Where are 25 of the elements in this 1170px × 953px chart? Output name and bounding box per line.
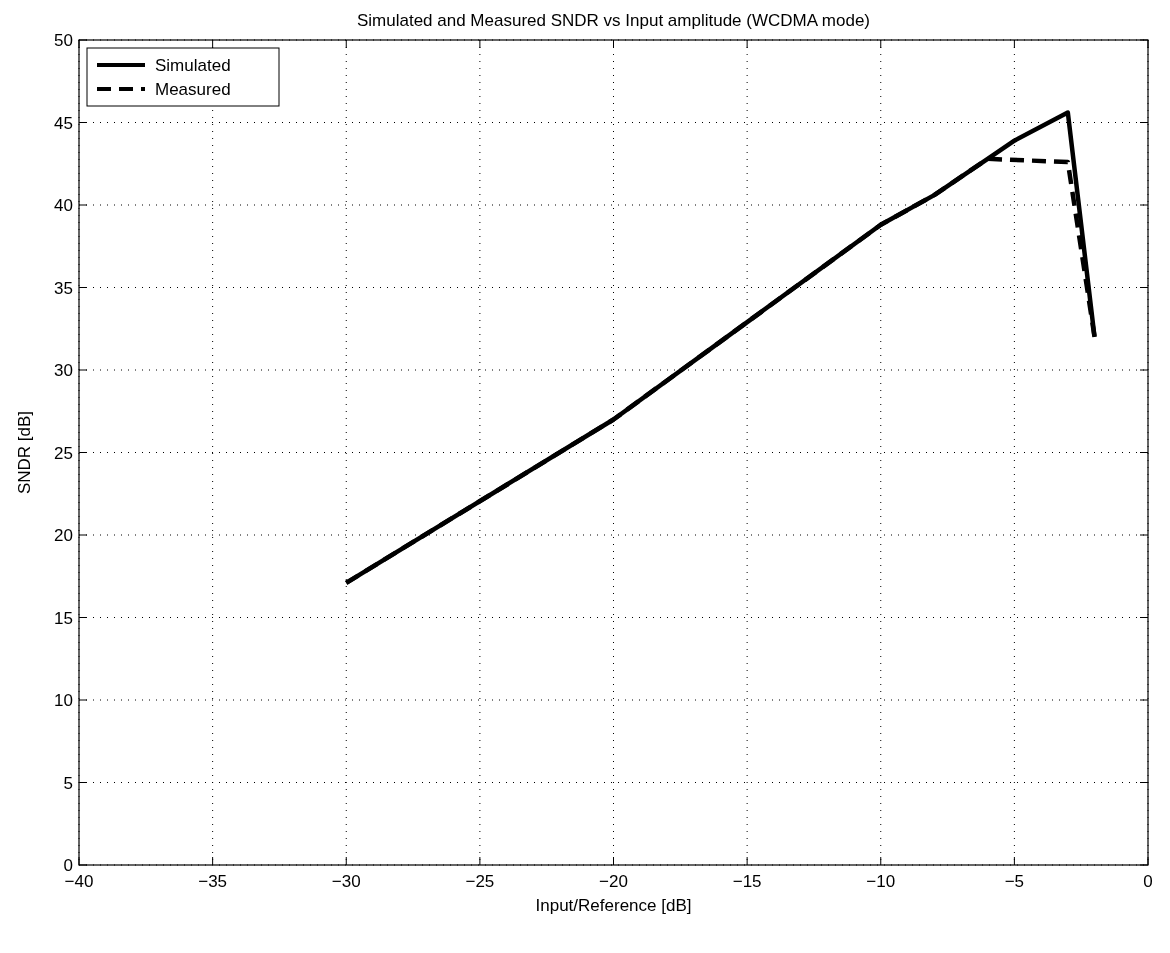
y-tick-label: 10	[54, 691, 73, 710]
y-tick-label: 45	[54, 113, 73, 133]
x-tick-label: −5	[1004, 872, 1025, 891]
y-tick-label: 15	[54, 608, 73, 628]
y-tick-label: 30	[54, 361, 73, 380]
x-tick-label: −35	[198, 872, 228, 891]
chart-title: Simulated and Measured SNDR vs Input amplitude (WCDMA mode)	[356, 11, 871, 30]
legend-label: Simulated	[155, 56, 231, 75]
x-tick-label: 0	[1143, 872, 1153, 891]
x-axis-title: Input/Reference [dB]	[535, 896, 692, 915]
x-tick-label: −40	[64, 872, 94, 891]
y-tick-label: 50	[54, 31, 73, 50]
y-tick-label: 35	[54, 278, 73, 298]
y-axis-title: SNDR [dB]	[15, 410, 34, 495]
y-tick-label: 0	[63, 856, 73, 875]
x-tick-label: −15	[732, 872, 762, 891]
legend-label: Measured	[155, 80, 231, 99]
y-tick-label: 40	[54, 196, 73, 215]
x-tick-label: −10	[866, 872, 896, 891]
y-tick-label: 25	[54, 443, 73, 463]
x-tick-label: −20	[599, 872, 628, 891]
x-tick-label: −25	[465, 872, 495, 891]
x-tick-label: −30	[331, 872, 361, 891]
y-tick-label: 20	[54, 526, 73, 545]
y-tick-label: 5	[63, 773, 73, 793]
